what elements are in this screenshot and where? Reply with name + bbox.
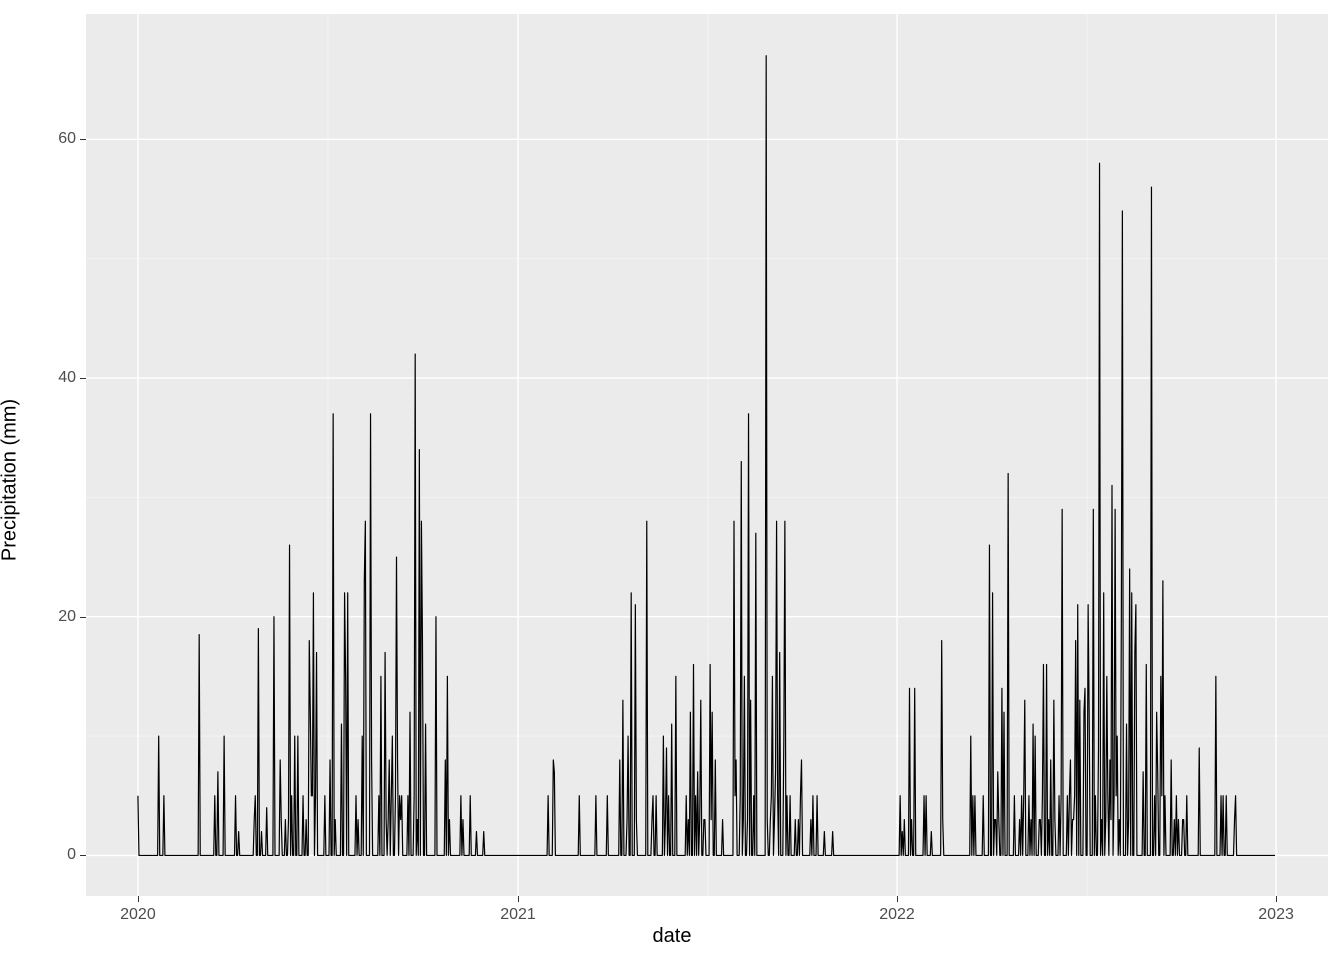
y-tick-mark: [80, 139, 86, 140]
y-tick-mark: [80, 855, 86, 856]
grid-major: [86, 14, 1328, 896]
y-tick-mark: [80, 378, 86, 379]
precipitation-series: [138, 56, 1275, 856]
precipitation-line-chart: [86, 14, 1328, 896]
grid-minor: [86, 14, 1328, 896]
x-tick-mark: [1276, 896, 1277, 902]
x-tick-label: 2020: [120, 906, 156, 924]
chart-container: Precipitation (mm) date 0204060202020212…: [0, 0, 1344, 960]
x-tick-mark: [138, 896, 139, 902]
y-axis-title: Precipitation (mm): [0, 399, 22, 561]
y-tick-mark: [80, 617, 86, 618]
plot-area: 02040602020202120222023: [86, 14, 1328, 896]
x-tick-label: 2022: [879, 906, 915, 924]
y-tick-label: 60: [58, 130, 76, 148]
x-tick-label: 2023: [1258, 906, 1294, 924]
x-tick-label: 2021: [500, 906, 536, 924]
x-tick-mark: [897, 896, 898, 902]
x-axis-title: date: [653, 925, 692, 948]
y-tick-label: 0: [67, 846, 76, 864]
y-tick-label: 20: [58, 608, 76, 626]
y-tick-label: 40: [58, 369, 76, 387]
x-tick-mark: [518, 896, 519, 902]
